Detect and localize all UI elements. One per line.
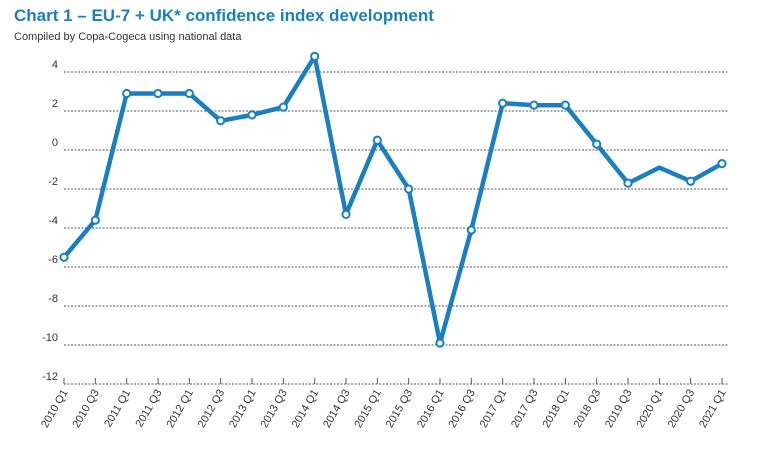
y-tick-label: -10: [42, 332, 58, 344]
data-point: [560, 100, 570, 110]
data-point: [372, 135, 382, 145]
chart-title: Chart 1 – EU-7 + UK* confidence index de…: [14, 6, 434, 25]
data-point: [59, 252, 69, 262]
series-layer: [59, 51, 727, 348]
data-point: [184, 88, 194, 99]
x-tick-label: 2010 Q3: [70, 388, 101, 431]
x-tick-label: 2020 Q1: [634, 388, 665, 431]
y-tick-labels: 4 2 0 -2 -4 -6 -8 -10 -12: [42, 59, 58, 383]
data-point: [90, 215, 100, 225]
chart-subtitle: Compiled by Copa-Cogeca using national d…: [14, 31, 242, 43]
x-tick-label: 2017 Q1: [478, 387, 509, 430]
data-point: [529, 100, 539, 110]
x-tick-label: 2017 Q3: [509, 388, 540, 431]
x-tick-label: 2012 Q3: [196, 388, 227, 431]
x-tick-label: 2014 Q3: [321, 388, 352, 431]
x-tick-label: 2016 Q1: [415, 388, 446, 431]
x-tick-label: 2011 Q3: [134, 388, 165, 430]
data-point: [404, 184, 414, 194]
data-point: [435, 338, 445, 348]
x-tick-label: 2015 Q1: [352, 388, 383, 431]
data-point: [592, 139, 602, 149]
x-tick-label: 2020 Q3: [666, 388, 697, 431]
x-tick-label: 2013 Q3: [258, 388, 289, 431]
y-tick-label: 0: [52, 137, 58, 149]
x-tick-label: 2016 Q3: [446, 388, 477, 431]
data-point: [310, 51, 320, 62]
x-tick-marks: [63, 378, 723, 384]
y-tick-label: -2: [48, 176, 58, 188]
data-point: [623, 178, 633, 188]
data-point: [153, 88, 163, 99]
data-point: [122, 88, 132, 99]
x-tick-label: 2013 Q1: [227, 388, 258, 431]
data-point: [717, 159, 727, 169]
x-tick-label: 2014 Q1: [290, 388, 321, 431]
y-tick-label: -4: [48, 215, 58, 227]
y-tick-label: -12: [42, 371, 58, 383]
data-point: [278, 102, 288, 112]
x-tick-label: 2012 Q1: [164, 388, 195, 431]
x-tick-label: 2019 Q3: [603, 388, 634, 431]
data-point: [498, 98, 508, 108]
x-tick-label: 2018 Q3: [572, 388, 603, 431]
data-point: [686, 176, 696, 186]
data-point: [216, 116, 226, 126]
grid-lines: [64, 71, 728, 385]
x-tick-labels: 2010 Q1 2010 Q3 2011 Q1 2011 Q3 2012 Q1 2012 …: [39, 387, 728, 430]
y-tick-label: 2: [52, 98, 58, 110]
x-tick-label: 2018 Q1: [540, 388, 571, 431]
x-tick-label: 2015 Q3: [384, 388, 415, 431]
series-line: [61, 54, 725, 346]
data-point: [247, 110, 257, 120]
data-point: [466, 225, 476, 235]
x-tick-label: 2021 Q1: [697, 388, 728, 431]
y-tick-label: -8: [48, 293, 58, 305]
x-tick-label: 2010 Q1: [39, 388, 70, 431]
y-tick-label: 4: [52, 59, 58, 71]
y-tick-label: -6: [48, 254, 58, 266]
data-point: [341, 209, 351, 219]
x-tick-label: 2011 Q1: [102, 388, 133, 430]
